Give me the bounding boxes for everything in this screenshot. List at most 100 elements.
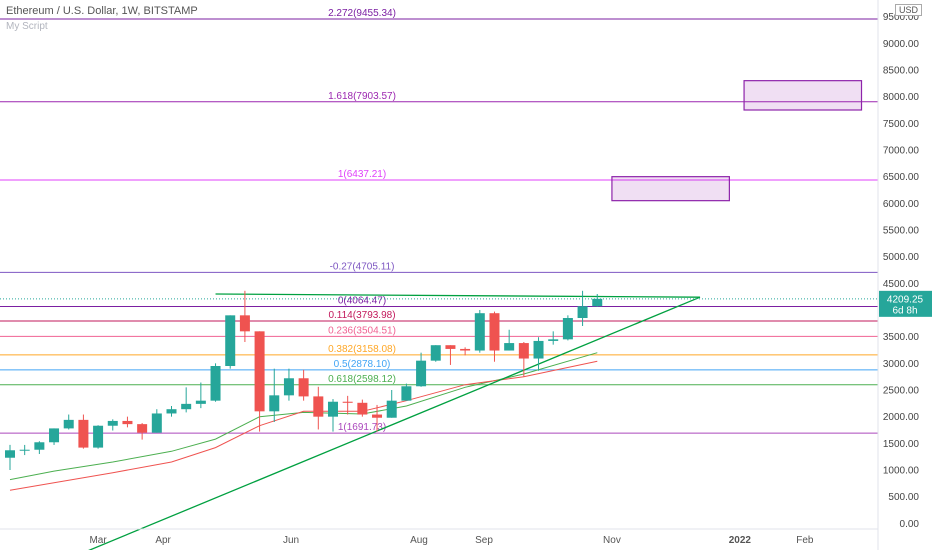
candle-body [107,420,118,426]
price-tick-label: 9500.00 [883,12,920,23]
candle-body [416,360,427,387]
candle-body [137,424,148,433]
fib-level-label: 1(1691.73) [338,422,386,433]
target-boxes [611,80,863,202]
candle-body [269,395,280,412]
ema-slow-line [9,360,598,491]
time-tick-label: Jun [283,535,299,546]
fib-level-label: 0.382(3158.08) [328,344,396,355]
fibonacci-levels: 2.272(9455.34) 1.618(7903.57) 1(6437.21) -0… [0,8,878,434]
candle-body [63,419,74,429]
time-tick-label: Aug [410,535,428,546]
price-tick-label: 1000.00 [883,466,920,477]
candle-body [460,348,471,351]
candle-body [5,450,15,458]
moving-averages [9,352,598,491]
candle-body [151,413,162,433]
price-tick-label: 9000.00 [883,39,920,50]
candle-body [518,343,529,359]
time-tick-label: Feb [796,535,814,546]
trendline [215,293,701,298]
price-tick-label: 6500.00 [883,172,920,183]
candle-body [327,401,338,417]
candle-body [298,378,309,397]
price-tick-label: 4500.00 [883,279,920,290]
price-tick-label: 3000.00 [883,359,920,370]
symbol-title: Ethereum / U.S. Dollar, 1W, BITSTAMP [6,5,198,17]
fib-level-label: 1.618(7903.57) [328,91,396,102]
trendlines [83,293,701,554]
price-tick-label: 3500.00 [883,332,920,343]
candle-body [430,345,441,361]
candle-body [195,400,206,404]
candle-body [489,313,500,351]
fib-level-label: -0.27(4705.11) [330,261,395,272]
price-tick-label: 500.00 [888,492,919,503]
price-tick-label: 5000.00 [883,252,920,263]
candle-body [592,298,603,307]
candle-body [401,386,412,401]
candle-body [210,366,221,401]
last-price-tag [879,290,932,317]
candle-body [239,315,250,332]
candle-body [372,414,383,418]
currency-badge[interactable]: USD [895,4,923,16]
fib-level-label: 0.236(3504.51) [328,325,396,336]
candle-body [254,331,265,412]
time-tick-label: 2022 [729,535,752,546]
candle-body [122,420,133,425]
candle-body [225,315,236,366]
fib-level-label: 0(4064.47) [338,296,386,307]
candle-body [386,400,397,418]
price-tick-label: 1500.00 [883,439,920,450]
ema-fast-line [9,352,598,481]
price-tick-label: 7000.00 [883,146,920,157]
candle-body [34,442,45,450]
price-tick-label: 2000.00 [883,412,920,423]
candle-body [19,449,30,451]
candle-body [166,409,177,414]
candle-body [474,313,485,351]
candle-body [504,343,515,351]
candle-body [78,419,89,448]
fib-level-label: 2.272(9455.34) [328,8,396,19]
candle-body [445,345,456,349]
script-name: My Script [6,21,48,32]
candle-body [548,339,559,341]
last-price-countdown: 6d 8h [892,305,917,316]
target-box [743,80,863,111]
candle-body [283,378,294,396]
price-axis-bg [878,0,932,550]
time-tick-label: Mar [89,535,107,546]
candle-body [49,428,60,443]
price-tick-label: 7500.00 [883,119,920,130]
trendline [83,296,701,554]
candle-body [342,401,353,403]
candle-body [93,425,104,448]
candle-body [533,340,544,359]
time-tick-label: Nov [603,535,621,546]
candle-body [357,402,368,415]
candles [5,290,603,470]
price-tick-label: 8500.00 [883,66,920,77]
candle-body [577,306,588,318]
fib-level-label: 0.618(2598.12) [328,374,396,385]
fib-level-label: 0.114(3793.98) [328,310,395,321]
price-tick-label: 6000.00 [883,199,920,210]
candle-body [181,403,192,410]
target-box [611,176,730,202]
last-price-value: 4209.25 [887,294,924,305]
price-tick-label: 8000.00 [883,92,920,103]
candle-body [562,318,573,340]
fib-level-label: 0.5(2878.10) [334,359,391,370]
fib-level-label: 1(6437.21) [338,169,386,180]
time-tick-label: Apr [155,535,171,546]
price-tick-label: 0.00 [900,519,920,530]
time-tick-label: Sep [475,535,493,546]
price-tick-label: 5500.00 [883,226,920,237]
candle-body [313,396,324,417]
price-tick-label: 2500.00 [883,386,920,397]
